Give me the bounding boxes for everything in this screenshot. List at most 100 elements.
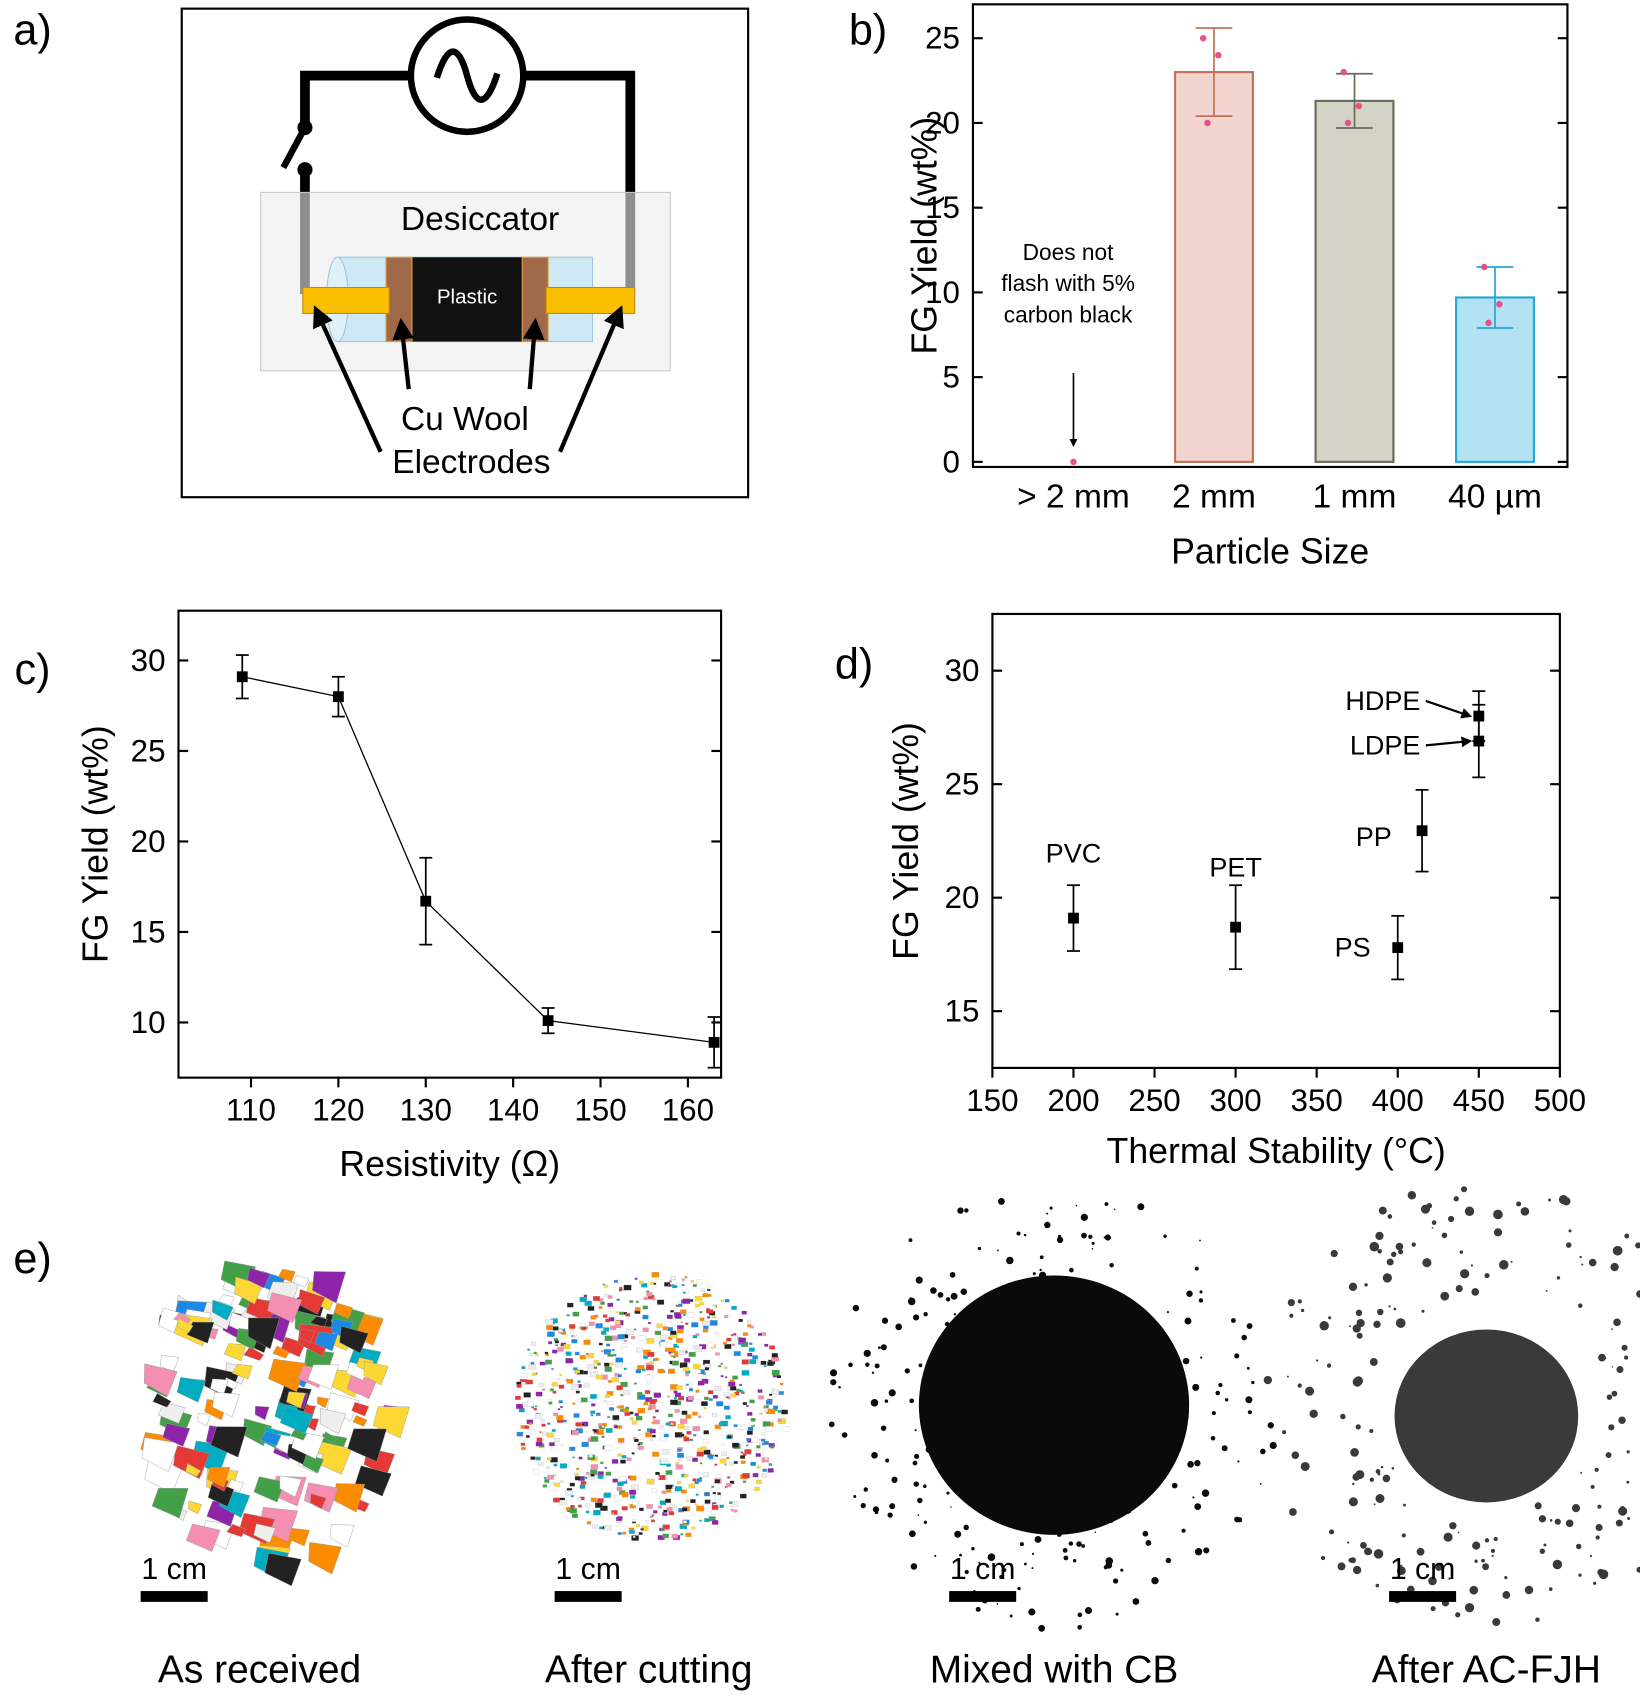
powder-speck [1420,1204,1431,1214]
plastic-chip [671,1533,678,1539]
plastic-flake [326,1392,360,1422]
plastic-chip [595,1502,603,1508]
plastic-chip [709,1305,716,1310]
plastic-chip [616,1405,620,1408]
plastic-chip [521,1366,526,1370]
plastic-chip [746,1320,752,1324]
powder-speck [1022,1518,1025,1521]
powder-speck [1382,1273,1392,1283]
plastic-chip [590,1464,599,1470]
switch-contact [297,162,313,178]
plastic-flake [157,1402,186,1424]
plastic-chip [777,1418,783,1422]
plastic-chip [561,1444,564,1447]
powder-speck [1502,1591,1511,1599]
powder-speck [1612,1245,1623,1256]
powder-speck [1081,1232,1087,1239]
plastic-chip [560,1406,563,1409]
plastic-chip [629,1489,637,1495]
powder-speck [953,1313,957,1316]
powder-speck [1453,1196,1459,1202]
powder-speck [1300,1461,1310,1471]
plastic-chip [614,1495,623,1501]
plastic-chip [573,1413,580,1418]
plastic-chip [669,1504,677,1510]
plastic-chip [663,1509,668,1513]
powder-speck [964,1208,969,1213]
powder-speck [1556,1276,1561,1280]
plastic-chip [699,1311,703,1314]
error-bar [1195,27,1233,118]
powder-speck [1611,1328,1613,1330]
plastic-chip [767,1408,776,1415]
x-tick-label: 160 [662,1093,714,1128]
y-tick-label: 25 [131,733,166,768]
powder-speck [1499,1260,1509,1270]
plastic-chip [750,1418,756,1422]
plastic-chip [555,1344,558,1347]
plastic-chip [516,1384,522,1388]
plastic-chip [740,1425,746,1430]
plastic-chip [575,1370,580,1374]
plastic-chip [717,1492,721,1495]
powder-speck [1464,1206,1475,1217]
plastic-flake [324,1431,338,1444]
desiccator-label: Desiccator [401,201,559,238]
y-tick-label: 0 [943,444,960,479]
powder-speck [930,1440,936,1446]
plastic-chip [586,1352,589,1355]
powder-speck [838,1385,841,1389]
plastic-chip [533,1351,537,1355]
plastic-chip [725,1483,732,1488]
powder-speck [909,1398,914,1404]
powder-speck [1300,1308,1305,1313]
powder-speck [1545,1289,1548,1292]
plastic-chip [762,1468,767,1472]
plastic-flake [197,1413,211,1427]
plastic-flake [151,1488,189,1519]
data-point [332,691,344,703]
plastic-flake [210,1426,248,1458]
plastic-chip [556,1415,564,1421]
plastic-chip [670,1330,677,1335]
powder-speck [1520,1207,1530,1216]
plastic-chip [546,1466,550,1469]
powder-speck [1019,1542,1024,1547]
plastic-chip [699,1477,703,1480]
plastic-chip [637,1445,644,1450]
powder-speck [1049,1206,1053,1210]
scale-bar [1389,1591,1457,1602]
plastic-chip [632,1501,639,1506]
powder-speck [880,1425,887,1431]
powder-speck [951,1339,955,1344]
plastic-chip [530,1341,537,1346]
plastic-chip [681,1410,688,1415]
powder-speck [1112,1578,1119,1584]
powder-speck [930,1350,937,1357]
plastic-chip [602,1314,608,1318]
powder-speck [1373,1320,1381,1329]
plastic-chip [701,1446,707,1451]
plastic-chip [527,1401,534,1407]
plastic-chip [565,1358,573,1364]
plastic-chip [601,1425,605,1428]
plastic-chip [693,1399,700,1404]
plastic-chip [636,1347,643,1353]
scale-bar [949,1591,1017,1602]
plastic-chip [552,1481,556,1484]
plastic-chip [536,1437,543,1442]
sample-photo [140,1260,410,1587]
plastic-chip [761,1432,766,1436]
plastic-flake [259,1430,282,1446]
plastic-chip [516,1431,524,1437]
plastic-chip [642,1327,649,1332]
powder-speck [1178,1408,1184,1414]
powder-speck [1123,1297,1127,1300]
powder-speck [912,1460,918,1466]
plastic-chip [520,1442,526,1446]
powder-speck [944,1370,949,1374]
powder-speck [964,1569,969,1575]
plastic-chip [694,1295,703,1302]
powder-speck [1006,1509,1013,1515]
powder-speck [929,1386,934,1391]
